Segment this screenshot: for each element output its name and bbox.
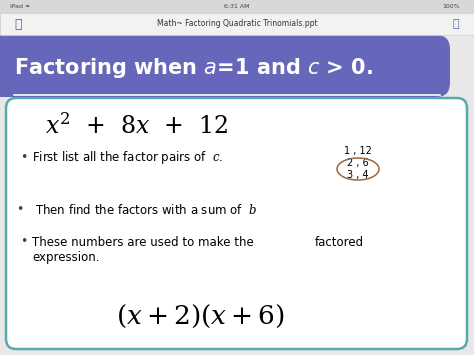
Text: $(x  +  2)(x  +  6)$: $(x + 2)(x + 6)$ <box>116 302 284 329</box>
Text: Math~ Factoring Quadratic Trinomials.ppt: Math~ Factoring Quadratic Trinomials.ppt <box>157 20 317 28</box>
FancyBboxPatch shape <box>0 0 474 13</box>
Text: expression.: expression. <box>32 251 100 264</box>
Text: 6:31 AM: 6:31 AM <box>224 4 250 9</box>
FancyBboxPatch shape <box>0 13 474 35</box>
Text: ⎙: ⎙ <box>453 19 459 29</box>
FancyBboxPatch shape <box>6 98 467 349</box>
Text: •: • <box>20 235 27 248</box>
Text: •: • <box>20 152 27 164</box>
Text: •: • <box>16 203 23 217</box>
Text: These numbers are used to make the: These numbers are used to make the <box>32 235 254 248</box>
Text: factored: factored <box>315 235 364 248</box>
Text: 1 , 12: 1 , 12 <box>344 146 372 156</box>
FancyBboxPatch shape <box>0 35 450 97</box>
FancyBboxPatch shape <box>0 35 30 97</box>
Text: First list all the factor pairs of  $c$.: First list all the factor pairs of $c$. <box>32 149 223 166</box>
Text: $x^2$  +  $8x$  +  $12$: $x^2$ + $8x$ + $12$ <box>45 113 228 139</box>
Text: 3 , 4: 3 , 4 <box>347 170 369 180</box>
Text: 100%: 100% <box>442 4 460 9</box>
Text: 🗋: 🗋 <box>14 17 22 31</box>
Text: iPad ❧: iPad ❧ <box>10 4 30 9</box>
Text: Factoring when $\it{a}$=1 and $\it{c}$ > 0.: Factoring when $\it{a}$=1 and $\it{c}$ >… <box>14 56 373 80</box>
Text: Then find the factors with a sum of  $b$: Then find the factors with a sum of $b$ <box>35 203 257 217</box>
Text: 2 , 6: 2 , 6 <box>347 158 369 168</box>
